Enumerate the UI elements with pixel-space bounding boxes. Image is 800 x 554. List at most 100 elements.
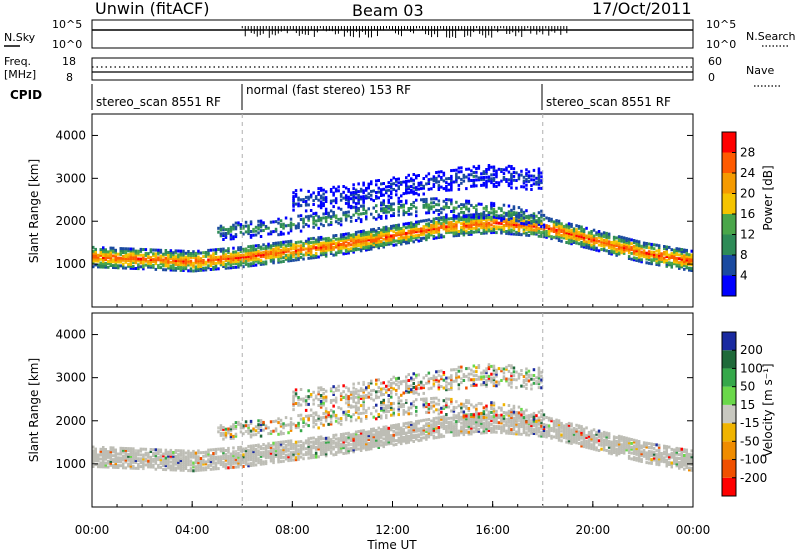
power-cell	[324, 198, 328, 202]
velocity-cell	[262, 446, 265, 450]
power-cell	[324, 250, 328, 254]
noise-left-tick-bottom: 10^0	[52, 38, 82, 51]
power-cell	[297, 222, 300, 226]
velocity-cell	[567, 441, 571, 445]
velocity-cell	[309, 448, 313, 452]
power-cell	[322, 196, 325, 200]
power-cell	[615, 253, 618, 257]
velocity-cell	[565, 427, 568, 430]
power-cell	[119, 252, 122, 256]
power-cell	[352, 194, 355, 198]
velocity-cell	[177, 457, 180, 460]
velocity-cell	[402, 439, 405, 443]
velocity-cell	[244, 449, 248, 453]
power-cell	[567, 228, 571, 232]
power-cell	[272, 251, 275, 255]
velocity-cell	[234, 454, 238, 457]
power-cell	[555, 236, 558, 240]
power-cell	[349, 197, 353, 201]
velocity-cell	[219, 447, 223, 451]
velocity-cell	[209, 461, 213, 465]
velocity-cell	[174, 462, 178, 466]
velocity-cell	[252, 461, 255, 465]
power-cell	[344, 216, 348, 220]
power-cell	[299, 240, 303, 244]
power-cell	[387, 194, 390, 198]
velocity-cell	[227, 458, 230, 462]
power-cell	[324, 237, 328, 241]
power-cell	[254, 225, 258, 229]
power-cell	[432, 225, 436, 229]
power-cell	[525, 215, 528, 218]
power-cell	[375, 229, 378, 233]
power-cell	[192, 254, 195, 257]
velocity-cell	[264, 450, 268, 454]
power-cell	[339, 243, 343, 246]
power-cell	[289, 225, 293, 229]
power-cell	[492, 217, 496, 221]
velocity-cell	[467, 421, 471, 424]
velocity-cell	[252, 446, 255, 450]
power-cell	[349, 237, 353, 241]
power-cell	[137, 259, 140, 263]
velocity-cell	[380, 439, 383, 443]
power-cell	[402, 211, 405, 215]
velocity-cell	[287, 441, 290, 445]
power-cell	[460, 229, 463, 233]
velocity-cell	[309, 450, 313, 454]
power-cell	[385, 210, 388, 214]
power-cell	[517, 206, 521, 210]
power-cell	[462, 219, 466, 223]
power-cell	[242, 247, 245, 251]
power-cell	[92, 245, 95, 249]
velocity-cell	[565, 425, 568, 429]
power-cell	[329, 242, 333, 246]
power-cell	[377, 234, 380, 238]
velocity-cell	[585, 441, 588, 445]
power-cell	[385, 237, 388, 241]
velocity-cell	[370, 445, 373, 449]
velocity-cell	[334, 441, 338, 445]
power-cell	[547, 230, 551, 234]
velocity-cell	[214, 447, 218, 451]
velocity-cell	[282, 442, 285, 446]
power-cell	[500, 170, 503, 173]
power-cell	[349, 215, 353, 219]
power-cell	[610, 244, 613, 248]
velocity-cell	[372, 429, 375, 433]
velocity-cell	[307, 448, 310, 452]
power-cell	[615, 250, 618, 253]
velocity-cell	[199, 462, 203, 466]
power-cell	[435, 217, 438, 221]
power-cell	[109, 260, 112, 264]
power-cell	[239, 230, 243, 234]
velocity-cell	[492, 426, 496, 430]
power-cell	[354, 196, 358, 200]
power-cell	[462, 231, 466, 235]
velocity-cell	[560, 425, 563, 429]
velocity-cell	[244, 447, 248, 451]
velocity-cell	[525, 427, 528, 431]
power-cell	[357, 242, 360, 245]
power-cell	[354, 190, 358, 194]
velocity-cell	[247, 464, 250, 468]
velocity-cell	[540, 432, 543, 436]
power-cell	[640, 244, 643, 248]
power-cell	[92, 249, 95, 253]
power-cell	[194, 257, 198, 261]
power-cell	[402, 236, 405, 240]
velocity-cell	[289, 443, 293, 447]
power-cell	[540, 231, 543, 235]
power-cell	[119, 249, 122, 252]
velocity-cell	[294, 446, 298, 450]
velocity-cell	[397, 432, 400, 436]
power-cell	[540, 221, 543, 225]
velocity-cell	[370, 439, 373, 443]
power-cell	[277, 258, 280, 262]
power-cell	[244, 249, 248, 253]
velocity-cell	[272, 461, 275, 465]
velocity-cell	[440, 425, 443, 429]
velocity-cell	[259, 454, 263, 458]
power-cell	[635, 257, 638, 260]
